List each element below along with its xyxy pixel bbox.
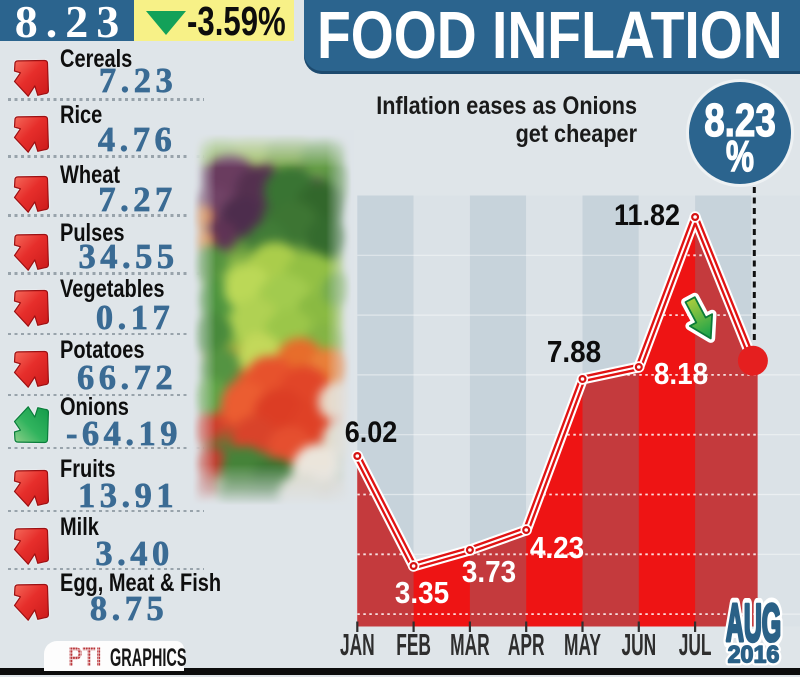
- svg-text:6.02: 6.02: [345, 416, 398, 450]
- svg-text:8.18: 8.18: [654, 357, 708, 392]
- svg-text:4.23: 4.23: [530, 531, 584, 566]
- svg-text:2016: 2016: [728, 642, 780, 668]
- svg-text:MAY: MAY: [564, 628, 601, 663]
- svg-text:FEB: FEB: [396, 628, 431, 663]
- svg-text:7.88: 7.88: [547, 335, 601, 370]
- svg-text:JUL: JUL: [679, 628, 712, 663]
- svg-text:AUG: AUG: [726, 594, 781, 653]
- svg-text:3.35: 3.35: [395, 576, 449, 611]
- svg-text:APR: APR: [508, 628, 545, 663]
- svg-text:JAN: JAN: [340, 628, 375, 663]
- svg-text:11.82: 11.82: [614, 199, 680, 233]
- svg-text:AUG: AUG: [726, 594, 781, 653]
- svg-text:MAR: MAR: [450, 628, 490, 663]
- svg-text:JUN: JUN: [621, 628, 656, 663]
- svg-text:2016: 2016: [728, 642, 780, 668]
- svg-text:3.73: 3.73: [462, 555, 516, 590]
